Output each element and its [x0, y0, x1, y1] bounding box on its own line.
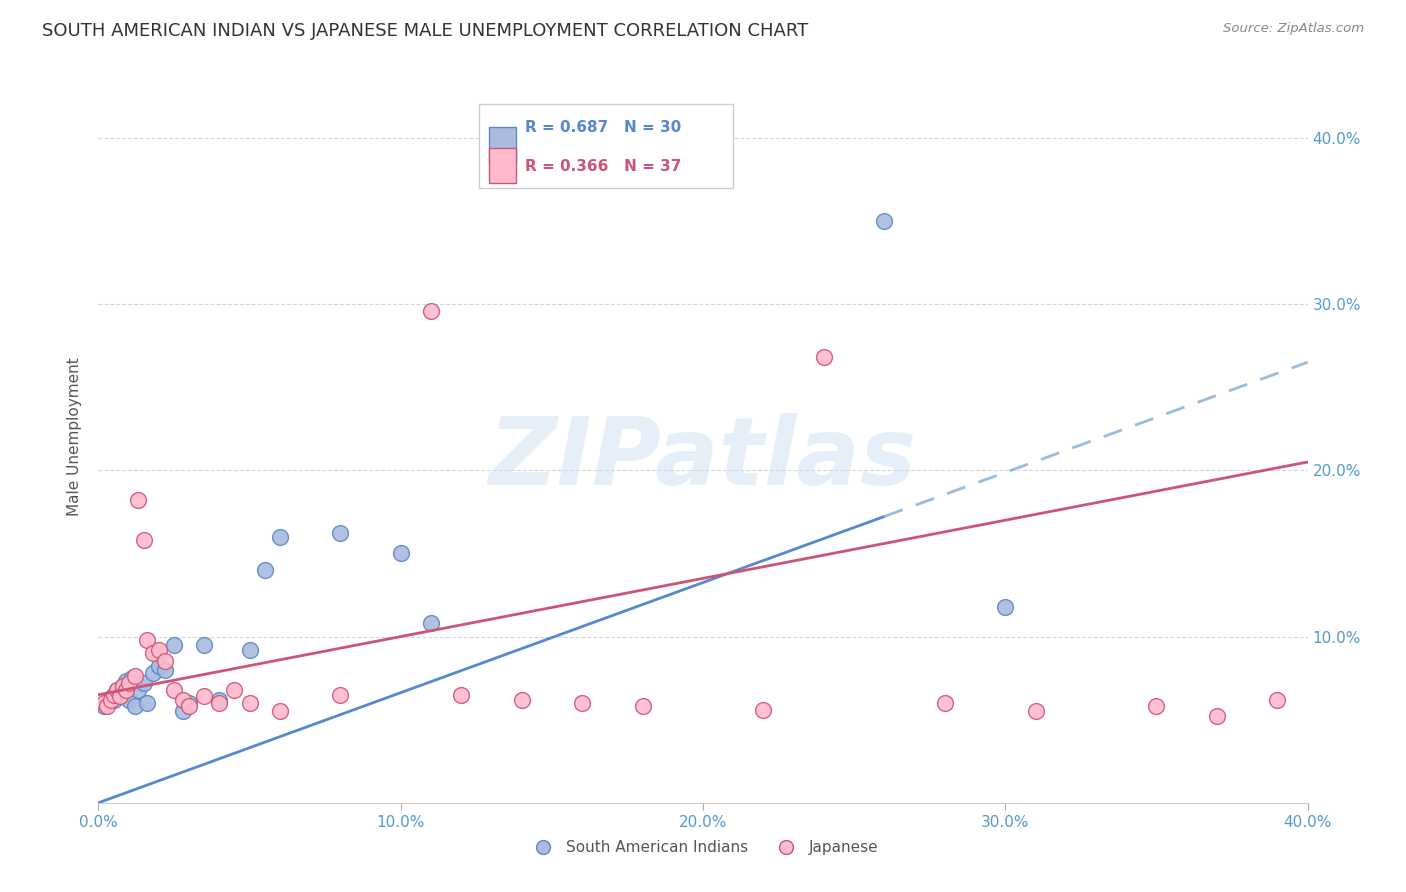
Point — [132, 533, 155, 548]
Point — [873, 214, 896, 228]
Point — [114, 682, 136, 697]
Text: ZIPatlas: ZIPatlas — [489, 413, 917, 505]
Point — [111, 680, 134, 694]
Point — [179, 696, 201, 710]
Point — [420, 303, 443, 318]
Point — [193, 690, 215, 704]
Point — [93, 696, 115, 710]
Point — [269, 530, 291, 544]
Point — [571, 696, 593, 710]
Point — [153, 663, 176, 677]
Point — [239, 696, 262, 710]
Point — [108, 690, 131, 704]
Point — [153, 655, 176, 669]
Point — [105, 682, 128, 697]
Point — [118, 676, 141, 690]
Point — [193, 638, 215, 652]
Point — [224, 682, 246, 697]
Point — [179, 699, 201, 714]
FancyBboxPatch shape — [479, 104, 734, 188]
Point — [172, 705, 194, 719]
Point — [100, 691, 122, 706]
Point — [148, 643, 170, 657]
Point — [100, 692, 122, 706]
Point — [172, 692, 194, 706]
Point — [208, 692, 231, 706]
Point — [124, 669, 146, 683]
Point — [127, 682, 149, 697]
Point — [114, 674, 136, 689]
Point — [1144, 699, 1167, 714]
Point — [813, 351, 835, 365]
Point — [132, 676, 155, 690]
Point — [135, 696, 157, 710]
Point — [239, 643, 262, 657]
Text: Source: ZipAtlas.com: Source: ZipAtlas.com — [1223, 22, 1364, 36]
Text: SOUTH AMERICAN INDIAN VS JAPANESE MALE UNEMPLOYMENT CORRELATION CHART: SOUTH AMERICAN INDIAN VS JAPANESE MALE U… — [42, 22, 808, 40]
Point — [96, 699, 118, 714]
Point — [135, 632, 157, 647]
Point — [994, 599, 1017, 614]
Point — [1267, 692, 1289, 706]
Bar — [489, 148, 516, 184]
Point — [124, 699, 146, 714]
Point — [510, 692, 533, 706]
Point — [105, 682, 128, 697]
Point — [389, 546, 412, 560]
Point — [269, 705, 291, 719]
Point — [121, 671, 143, 685]
Y-axis label: Male Unemployment: Male Unemployment — [67, 358, 83, 516]
Point — [420, 616, 443, 631]
Point — [1024, 705, 1046, 719]
Point — [163, 682, 186, 697]
Point — [329, 688, 352, 702]
Bar — [489, 127, 516, 162]
Legend: South American Indians, Japanese: South American Indians, Japanese — [522, 834, 884, 861]
Point — [142, 646, 165, 660]
Point — [450, 688, 472, 702]
Point — [253, 563, 276, 577]
Text: R = 0.687   N = 30: R = 0.687 N = 30 — [526, 120, 682, 136]
Point — [93, 699, 115, 714]
Point — [103, 692, 125, 706]
Point — [142, 666, 165, 681]
Point — [208, 696, 231, 710]
Point — [118, 692, 141, 706]
Point — [96, 696, 118, 710]
Point — [108, 688, 131, 702]
Point — [1206, 709, 1229, 723]
Point — [631, 699, 654, 714]
Point — [148, 659, 170, 673]
Text: R = 0.366   N = 37: R = 0.366 N = 37 — [526, 159, 682, 174]
Point — [752, 703, 775, 717]
Point — [329, 526, 352, 541]
Point — [934, 696, 956, 710]
Point — [103, 688, 125, 702]
Point — [163, 638, 186, 652]
Point — [111, 680, 134, 694]
Point — [127, 493, 149, 508]
